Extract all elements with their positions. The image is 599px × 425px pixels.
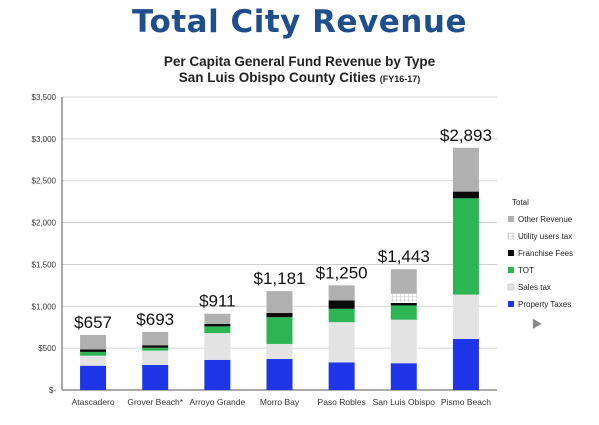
bar-segment-tot <box>142 347 169 351</box>
legend-item-label: Franchise Fees <box>518 249 573 258</box>
legend-swatch <box>508 301 514 307</box>
chart-subtitle-line: San Luis Obispo County Cities (FY16-17) <box>0 70 599 87</box>
x-category-label: Grover Beach* <box>127 397 183 407</box>
x-category-label: Atascadero <box>72 397 115 407</box>
y-tick-label: $1,000 <box>32 302 57 311</box>
page-title: Total City Revenue <box>132 4 467 40</box>
legend-item-label: Other Revenue <box>518 215 573 224</box>
bar-segment-sales-tax <box>142 350 169 365</box>
y-tick-label: $3,000 <box>32 135 57 144</box>
bar-segment-franchise-fees <box>452 191 479 199</box>
bar-segment-other-revenue <box>142 331 169 346</box>
x-category-label: Arroyo Grande <box>189 397 245 407</box>
y-tick-label: $500 <box>38 344 56 353</box>
bars <box>80 147 479 390</box>
y-tick-label: $1,500 <box>32 260 57 269</box>
gridlines <box>61 96 497 391</box>
bar-segment-property-taxes <box>204 359 231 390</box>
bar-segment-other-revenue <box>80 334 107 350</box>
bar-segment-sales-tax <box>204 333 231 360</box>
bar-segment-property-taxes <box>452 338 479 390</box>
chart-title: Per Capita General Fund Revenue by Type <box>163 54 436 69</box>
y-tick-label: $- <box>49 386 56 395</box>
bar-total-label: $693 <box>136 310 174 329</box>
total-labels: $657 $693 $911 $1,181 $1,250 $1,443 $2,893 <box>74 126 492 332</box>
legend-swatch <box>507 283 515 291</box>
bar-segment-tot <box>204 326 231 334</box>
bar-segment-utility-users-tax <box>390 293 417 303</box>
bar-segment-tot <box>452 198 479 295</box>
bar-segment-tot <box>328 308 355 323</box>
bar-total-label: $1,181 <box>254 269 306 288</box>
y-tick-label: $2,500 <box>32 177 57 186</box>
bar-segment-franchise-fees <box>328 300 355 309</box>
legend-swatch <box>507 232 515 240</box>
bar-segment-franchise-fees <box>266 312 293 318</box>
bar-total-label: $1,443 <box>378 247 430 266</box>
y-tick-label: $2,000 <box>32 219 57 228</box>
legend-item-label: Utility users tax <box>518 232 572 241</box>
bar-segment-sales-tax <box>452 294 479 339</box>
bar-segment-tot <box>80 351 107 356</box>
x-axis-categories: Atascadero Grover Beach* Arroyo Grande Morr… <box>72 397 492 407</box>
legend-item-label: Sales tax <box>518 283 551 292</box>
bar-segment-franchise-fees <box>80 349 107 352</box>
bar-segment-tot <box>390 305 417 320</box>
chart-title-block: Per Capita General Fund Revenue by Type … <box>0 54 599 87</box>
y-tick-label: $3,500 <box>32 93 57 102</box>
x-category-label: Morro Bay <box>260 397 300 407</box>
bar-total-label: $2,893 <box>440 126 492 145</box>
legend-swatch <box>508 267 514 273</box>
chart-subtitle: San Luis Obispo County Cities <box>178 70 376 85</box>
bar-segment-property-taxes <box>142 364 169 390</box>
bar-segment-other-revenue <box>266 291 293 313</box>
bar-segment-other-revenue <box>204 313 231 324</box>
bar-segment-other-revenue <box>390 269 417 294</box>
legend-title: Total <box>512 198 529 207</box>
y-axis-ticks: $- $500 $1,000 $1,500 $2,000 $2,500 $3,000 $3,5… <box>32 93 57 395</box>
bar-segment-sales-tax <box>80 355 107 366</box>
legend-swatch <box>508 250 514 256</box>
chart-subtitle-note: (FY16-17) <box>379 74 421 84</box>
legend-swatch <box>508 216 514 222</box>
x-category-label: Pismo Beach <box>441 397 491 407</box>
bar-segment-sales-tax <box>390 319 417 364</box>
bar-segment-franchise-fees <box>204 323 231 327</box>
bar-total-label: $1,250 <box>316 263 368 282</box>
bar-segment-sales-tax <box>328 322 355 363</box>
bar-segment-other-revenue <box>328 285 355 301</box>
bar-total-label: $657 <box>74 313 112 332</box>
bar-segment-sales-tax <box>266 343 293 360</box>
legend-item-label: Property Taxes <box>518 300 571 309</box>
bar-segment-property-taxes <box>266 359 293 390</box>
legend-item-label: TOT <box>518 266 534 275</box>
bar-segment-property-taxes <box>328 362 355 390</box>
bar-total-label: $911 <box>199 292 236 311</box>
bar-segment-franchise-fees <box>390 302 417 306</box>
bar-segment-tot <box>266 317 293 344</box>
x-category-label: Paso Robles <box>318 397 366 407</box>
bar-segment-property-taxes <box>390 363 417 390</box>
legend: Total Other Revenue Utility users tax Franc… <box>507 198 573 309</box>
x-category-label: San Luis Obispo <box>373 397 436 407</box>
bar-segment-franchise-fees <box>142 345 169 348</box>
bar-segment-property-taxes <box>80 365 107 390</box>
bar-segment-other-revenue <box>452 147 479 192</box>
